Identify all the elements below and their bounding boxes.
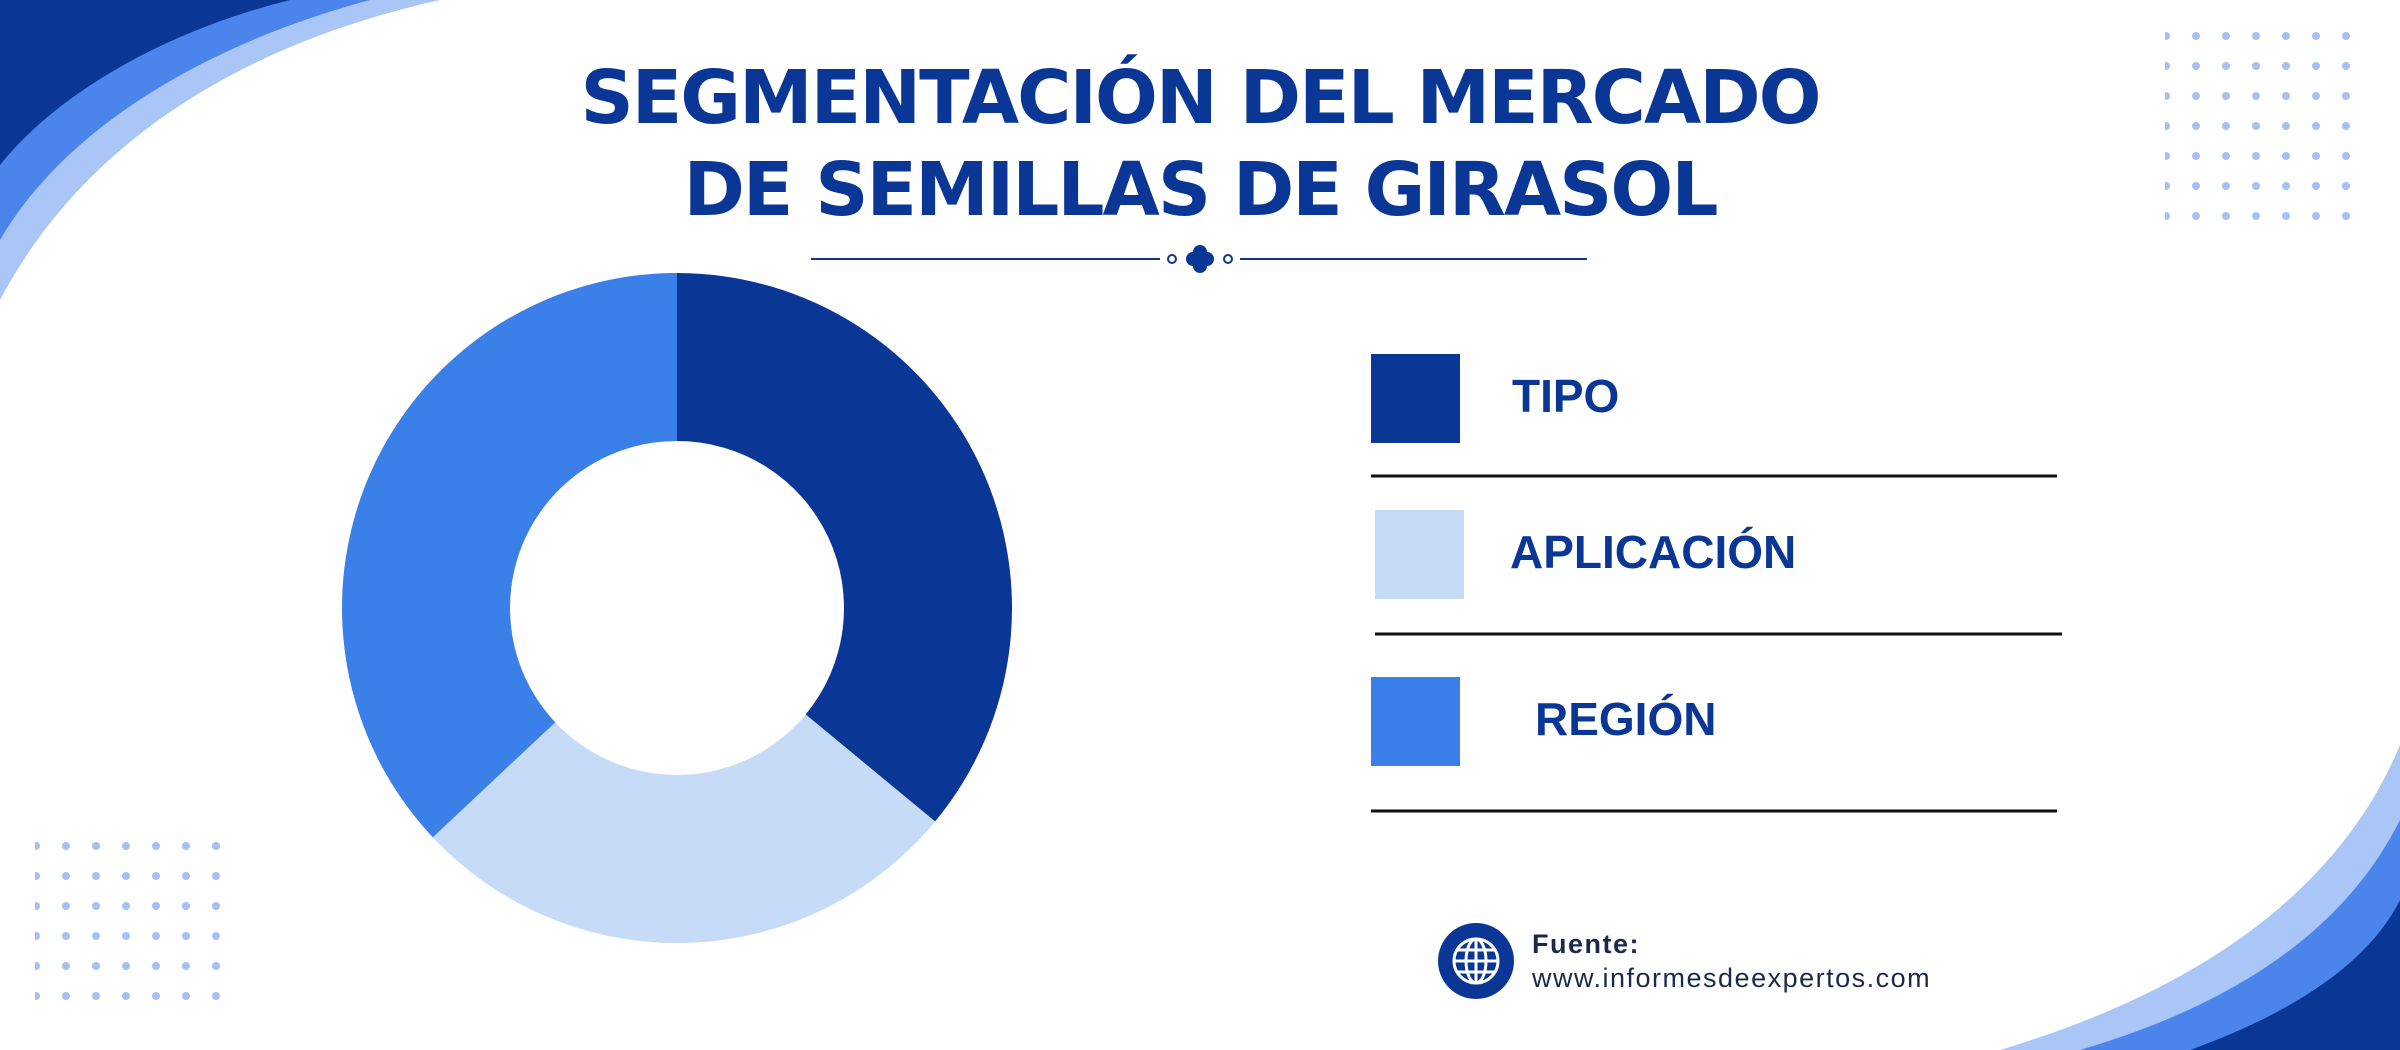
source-label: Fuente: [1532,929,1640,959]
legend-label: APLICACIÓN [1510,526,1796,578]
legend-swatch [1371,677,1460,766]
dot-grid [35,820,235,1020]
legend-label: TIPO [1512,370,1619,422]
chart-title: SEGMENTACIÓN DEL MERCADO DE SEMILLAS DE … [580,55,1821,233]
wave-decoration [2190,900,2400,1050]
legend-swatch [1375,510,1464,599]
legend-swatch [1371,354,1460,443]
dot-grid [2165,30,2365,230]
source-url: www.informesdeexpertos.com [1531,963,1931,993]
globe-icon [1452,937,1500,985]
ornament [1167,245,1233,273]
wave-decoration [0,0,290,165]
donut-segment [432,714,936,944]
donut-segment [341,273,677,838]
legend-label: REGIÓN [1535,693,1716,745]
donut-segment [677,273,1012,822]
